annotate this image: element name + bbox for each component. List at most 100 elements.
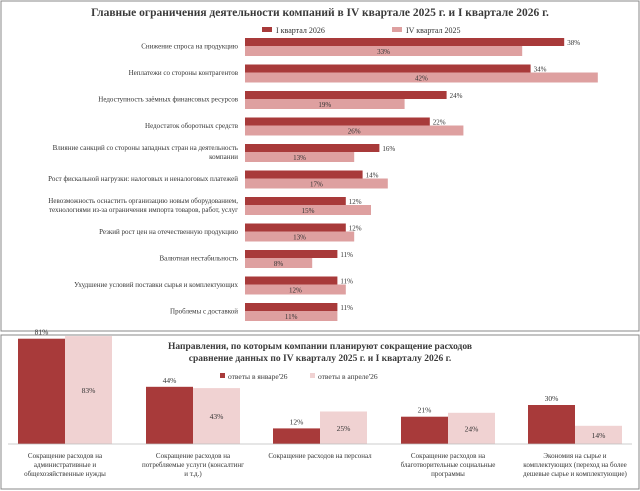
bottom-value-label-january: 30% [545, 394, 559, 403]
bottom-category-label: Сокращение расходов на потребляемые услуг… [142, 452, 244, 478]
top-value-label-q4-2025: 26% [348, 128, 361, 136]
top-legend-label-0: I квартал 2026 [276, 26, 325, 35]
top-value-label-q4-2025: 15% [302, 207, 315, 215]
bottom-bar-april [65, 336, 112, 444]
bottom-bar-april [448, 412, 495, 444]
top-bar-q4-2025 [245, 284, 346, 295]
top-category-label-line: Недоступность заёмных финансовых ресурсо… [98, 96, 238, 104]
bottom-value-label-april: 83% [82, 386, 96, 395]
top-bar-q4-2025 [245, 125, 464, 136]
top-value-label-q1-2026: 22% [433, 119, 446, 127]
bottom-bar-april [193, 388, 240, 444]
top-value-label-q1-2026: 38% [567, 39, 580, 47]
top-category-label-line: Рост фискальной нагрузки: налоговых и не… [48, 175, 238, 183]
bottom-bar-january [18, 338, 65, 444]
bottom-legend-swatch-1 [310, 373, 315, 378]
top-bar-q1-2026 [245, 197, 346, 205]
top-category-label: Снижение спроса на продукцию [141, 43, 238, 51]
bottom-bar-january [401, 416, 448, 444]
bottom-value-label-april: 25% [337, 424, 351, 433]
top-category-label: Резкий рост цен на отечественную продукц… [99, 228, 238, 236]
top-bar-q4-2025 [245, 311, 338, 321]
top-category-label-line: Недостаток оборотных средств [145, 122, 239, 130]
bottom-category-label: Экономия на сырье и комплектующих (перехо… [523, 452, 627, 478]
bottom-legend: ответы в январе'26 ответы в апреле'26 [220, 372, 378, 381]
top-bar-q1-2026 [245, 117, 430, 126]
bottom-chart-title-line: Направления, по которым компании планиру… [168, 342, 472, 352]
top-category-label-line: Проблемы с доставкой [170, 308, 238, 316]
top-legend: I квартал 2026 IV квартал 2025 [262, 26, 461, 35]
top-bar-q4-2025 [245, 72, 598, 83]
top-value-label-q4-2025: 19% [318, 101, 331, 109]
bottom-category-label: Сокращение расходов на благотворительные … [401, 452, 496, 478]
bottom-category-label-line: Сокращение расходов на [156, 452, 231, 460]
bottom-category-label-line: и т.д.) [184, 470, 202, 478]
top-category-label: Проблемы с доставкой [170, 308, 238, 316]
top-category-label: Рост фискальной нагрузки: налоговых и не… [48, 175, 238, 183]
bottom-value-label-april: 14% [592, 431, 606, 440]
top-category-label: Неплатежи со стороны контрагентов [129, 69, 239, 77]
top-value-label-q4-2025: 17% [310, 181, 323, 189]
top-category-label-line: Ухудшение условий поставки сырья и компл… [74, 281, 238, 289]
top-bar-q4-2025 [245, 205, 371, 215]
top-category-labels: Снижение спроса на продукцию Неплатежи со… [48, 43, 239, 316]
bottom-value-label-april: 43% [210, 412, 224, 421]
bottom-legend-swatch-0 [220, 373, 225, 378]
bottom-value-label-april: 24% [465, 424, 479, 433]
bottom-value-label-january: 81% [35, 328, 49, 337]
top-category-label-line: Резкий рост цен на отечественную продукц… [99, 228, 238, 236]
top-value-label-q4-2025: 13% [293, 154, 306, 162]
top-bars [245, 38, 598, 321]
top-value-label-q1-2026: 11% [340, 251, 353, 259]
bottom-category-label-line: Сокращение расходов на [28, 452, 103, 460]
bottom-chart: Направления, по которым компании планиру… [0, 328, 640, 490]
bottom-category-label-line: благотворительные социальные [401, 461, 496, 469]
top-bar-q4-2025 [245, 46, 523, 56]
top-value-label-q4-2025: 8% [274, 260, 284, 268]
bottom-bar-april [320, 411, 367, 444]
bottom-value-label-january: 44% [163, 376, 177, 385]
top-chart-title: Главные ограничения деятельности компани… [91, 7, 549, 19]
bottom-bar-january [528, 405, 575, 444]
top-value-label-q1-2026: 34% [534, 66, 547, 74]
top-category-label-line: Неплатежи со стороны контрагентов [129, 69, 239, 77]
top-value-label-q1-2026: 14% [366, 172, 379, 180]
bottom-value-label-january: 21% [418, 406, 432, 415]
top-category-label: Валютная нестабильность [159, 255, 238, 263]
bottom-category-label-line: Сокращение расходов на персонал [268, 452, 372, 460]
top-value-label-q1-2026: 12% [349, 225, 362, 233]
top-legend-swatch-1 [392, 27, 402, 32]
bottom-value-labels: 81% 83% 44% 43% 12% 25% 21% 24% 30% 14% [35, 328, 606, 440]
bottom-bar-january [146, 386, 193, 444]
top-category-label-line: Невозможность оснастить организацию новы… [48, 197, 238, 205]
bottom-chart-title: Направления, по которым компании планиру… [168, 342, 472, 364]
top-bar-q4-2025 [245, 99, 405, 109]
top-bar-q4-2025 [245, 152, 355, 162]
top-value-label-q4-2025: 13% [293, 234, 306, 242]
bottom-chart-title-text: Направления, по которым компании планиру… [168, 342, 472, 364]
top-bar-q1-2026 [245, 276, 338, 285]
top-category-label: Ухудшение условий поставки сырья и компл… [74, 281, 238, 289]
top-value-label-q1-2026: 16% [382, 145, 395, 153]
top-bar-q1-2026 [245, 91, 447, 99]
bottom-category-label-line: общехозяйственные нужды [24, 470, 106, 478]
top-bar-q1-2026 [245, 303, 338, 311]
top-bar-q4-2025 [245, 258, 313, 268]
bottom-bar-april [575, 425, 622, 444]
bottom-category-label: Сокращение расходов на персонал [268, 452, 372, 460]
top-value-label-q1-2026: 11% [340, 278, 353, 286]
bottom-chart-title-line: сравнение данных по IV кварталу 2025 г. … [189, 354, 451, 364]
bottom-category-label-line: Экономия на сырье и [543, 452, 606, 460]
top-category-label: Недоступность заёмных финансовых ресурсо… [98, 96, 238, 104]
top-bar-q1-2026 [245, 250, 338, 258]
top-value-label-q1-2026: 24% [450, 92, 463, 100]
top-category-label: Влияние санкций со стороны западных стра… [53, 144, 239, 161]
top-legend-swatch-0 [262, 27, 272, 32]
bottom-category-label-line: комплектующих (переход на более [523, 461, 626, 469]
bottom-category-label-line: Сокращение расходов на [411, 452, 486, 460]
top-category-label-line: компании [209, 153, 238, 161]
top-bar-q1-2026 [245, 38, 565, 46]
top-value-labels: 38% 33% 34% 42% 24% 19% 22% 26% 16% 13% 14% 17% 12% 1… [274, 39, 580, 321]
bottom-bar-january [273, 428, 320, 444]
